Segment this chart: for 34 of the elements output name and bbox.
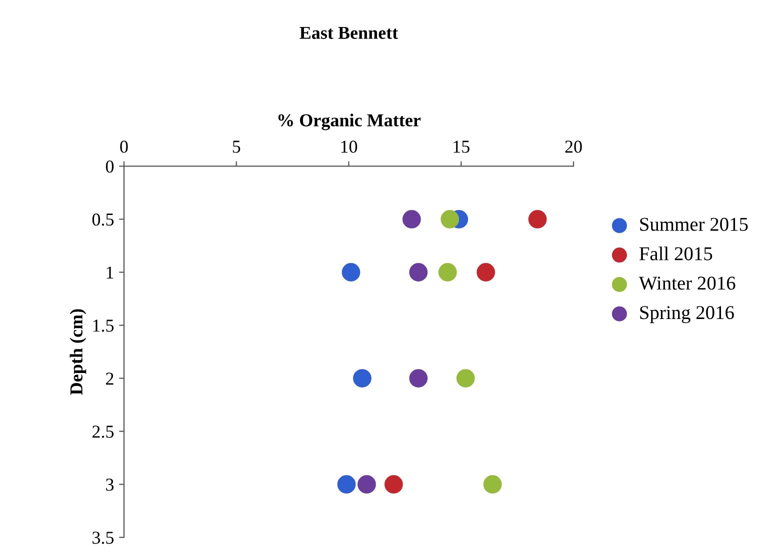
legend-label: Summer 2015 xyxy=(640,218,748,231)
point xyxy=(438,263,457,282)
x-tick-label: 10 xyxy=(341,140,358,153)
x-tick-label: 0 xyxy=(120,140,128,153)
y-tick-label: 1 xyxy=(106,266,114,279)
point xyxy=(440,210,460,228)
point xyxy=(342,263,360,282)
point xyxy=(409,263,428,282)
y-tick-label: 1.5 xyxy=(93,320,114,332)
point xyxy=(337,475,356,494)
point xyxy=(409,369,428,388)
legend-label: Fall 2015 xyxy=(639,246,712,260)
point xyxy=(384,475,403,494)
y-tick-label: 0.5 xyxy=(92,213,114,226)
chart-title: East Bennett xyxy=(300,26,398,39)
point xyxy=(483,475,502,494)
point xyxy=(456,369,475,388)
point xyxy=(528,210,547,228)
x-axis-title: % Organic Matter xyxy=(278,114,421,130)
y-tick-label: 2 xyxy=(106,372,114,385)
y-tick-label: 2.5 xyxy=(92,426,114,438)
y-axis-title: Depth (cm) xyxy=(70,309,86,395)
point xyxy=(402,210,421,228)
x-tick-label: 20 xyxy=(565,140,582,153)
y-tick-label: 0 xyxy=(106,160,114,173)
point xyxy=(358,475,376,494)
point xyxy=(476,263,496,282)
x-tick-label: 15 xyxy=(454,140,470,153)
point xyxy=(353,369,372,388)
x-tick-label: 5 xyxy=(232,140,240,153)
y-tick-label: 3.5 xyxy=(92,532,114,544)
legend-label: Winter 2016 xyxy=(638,276,736,290)
legend-label: Spring 2016 xyxy=(640,306,734,324)
y-tick-label: 3 xyxy=(106,478,114,491)
